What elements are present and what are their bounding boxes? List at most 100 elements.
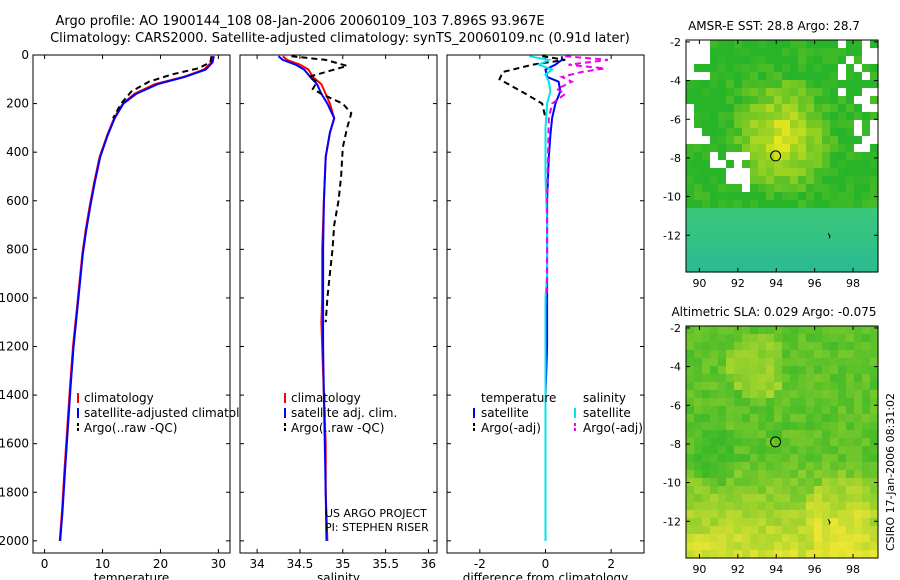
map-cell xyxy=(750,414,759,423)
map-cell xyxy=(798,240,807,249)
legend-label: satellite-adjusted climatology xyxy=(84,406,262,420)
map-cell xyxy=(694,526,703,535)
map-cell xyxy=(822,64,831,73)
map-cell xyxy=(710,398,719,407)
map-cell xyxy=(742,136,751,145)
map-cell xyxy=(758,80,767,89)
map-cell xyxy=(726,342,735,351)
map-cell xyxy=(822,176,831,185)
map-cell xyxy=(766,192,775,201)
map-cell xyxy=(838,240,847,249)
map-cell xyxy=(686,382,695,391)
map-cell xyxy=(734,462,743,471)
map-cell xyxy=(774,144,783,153)
map-cell xyxy=(694,240,703,249)
map-cell xyxy=(790,350,799,359)
map-cell xyxy=(838,184,847,193)
map-cell xyxy=(694,494,703,503)
map-cell xyxy=(806,366,815,375)
map-cell xyxy=(862,40,871,49)
map-cell xyxy=(806,462,815,471)
x-tick-label: 34.5 xyxy=(287,557,314,571)
map-cell xyxy=(846,526,855,535)
map-cell xyxy=(838,446,847,455)
map-cell xyxy=(830,240,839,249)
map-cell xyxy=(758,510,767,519)
map-cell xyxy=(798,494,807,503)
map-cell xyxy=(694,96,703,105)
map-cell xyxy=(854,200,863,209)
map-cell xyxy=(870,422,879,431)
map-cell xyxy=(774,494,783,503)
map-cell xyxy=(758,152,767,161)
map-cell xyxy=(774,518,783,527)
map-cell xyxy=(702,510,711,519)
map-cell xyxy=(806,152,815,161)
map-cell xyxy=(854,390,863,399)
map-cell xyxy=(798,422,807,431)
map-cell xyxy=(750,398,759,407)
map-cell xyxy=(686,168,695,177)
map-cell xyxy=(726,398,735,407)
map-cell xyxy=(830,160,839,169)
map-cell xyxy=(750,462,759,471)
map-cell xyxy=(846,478,855,487)
map-cell xyxy=(854,240,863,249)
map-cell xyxy=(838,470,847,479)
map-cell xyxy=(742,454,751,463)
map-cell xyxy=(734,224,743,233)
map-cell xyxy=(718,470,727,479)
map-cell xyxy=(750,224,759,233)
map-cell xyxy=(822,398,831,407)
map-cell xyxy=(814,144,823,153)
map-cell xyxy=(806,542,815,551)
map-cell xyxy=(774,438,783,447)
y-tick-label: 0 xyxy=(21,48,29,62)
map-cell xyxy=(790,550,799,559)
map-cell xyxy=(798,112,807,121)
map-cell xyxy=(854,398,863,407)
map-cell xyxy=(838,64,847,73)
map-cell xyxy=(814,224,823,233)
map-cell xyxy=(742,462,751,471)
map-cell xyxy=(790,240,799,249)
map-cell xyxy=(806,550,815,559)
map-cell xyxy=(838,216,847,225)
map-cell xyxy=(718,374,727,383)
map-cell xyxy=(806,160,815,169)
map-cell xyxy=(702,192,711,201)
map-cell xyxy=(774,224,783,233)
map-cell xyxy=(702,224,711,233)
map-cell xyxy=(870,430,879,439)
y-tick-label: 1800 xyxy=(0,485,29,499)
map-cell xyxy=(782,176,791,185)
map-cell xyxy=(686,112,695,121)
map-cell xyxy=(742,414,751,423)
map-cell xyxy=(758,64,767,73)
map-cell xyxy=(758,550,767,559)
map-cell xyxy=(758,454,767,463)
map-cell xyxy=(854,486,863,495)
map-cell xyxy=(742,422,751,431)
map-cell xyxy=(710,382,719,391)
map-cell xyxy=(726,96,735,105)
map-cell xyxy=(766,256,775,265)
map-cell xyxy=(790,64,799,73)
map-cell xyxy=(814,342,823,351)
map-cell xyxy=(766,518,775,527)
map-cell xyxy=(846,232,855,241)
map-cell xyxy=(702,334,711,343)
map-cell xyxy=(846,248,855,257)
map-cell xyxy=(702,256,711,265)
map-cell xyxy=(742,446,751,455)
map-cell xyxy=(702,48,711,57)
map-cell xyxy=(710,208,719,217)
map-cell xyxy=(870,382,879,391)
map-cell xyxy=(870,80,879,89)
map-cell xyxy=(694,152,703,161)
map-cell xyxy=(694,136,703,145)
map-cell xyxy=(862,248,871,257)
map-cell xyxy=(806,534,815,543)
map-cell xyxy=(782,192,791,201)
map-cell xyxy=(814,494,823,503)
